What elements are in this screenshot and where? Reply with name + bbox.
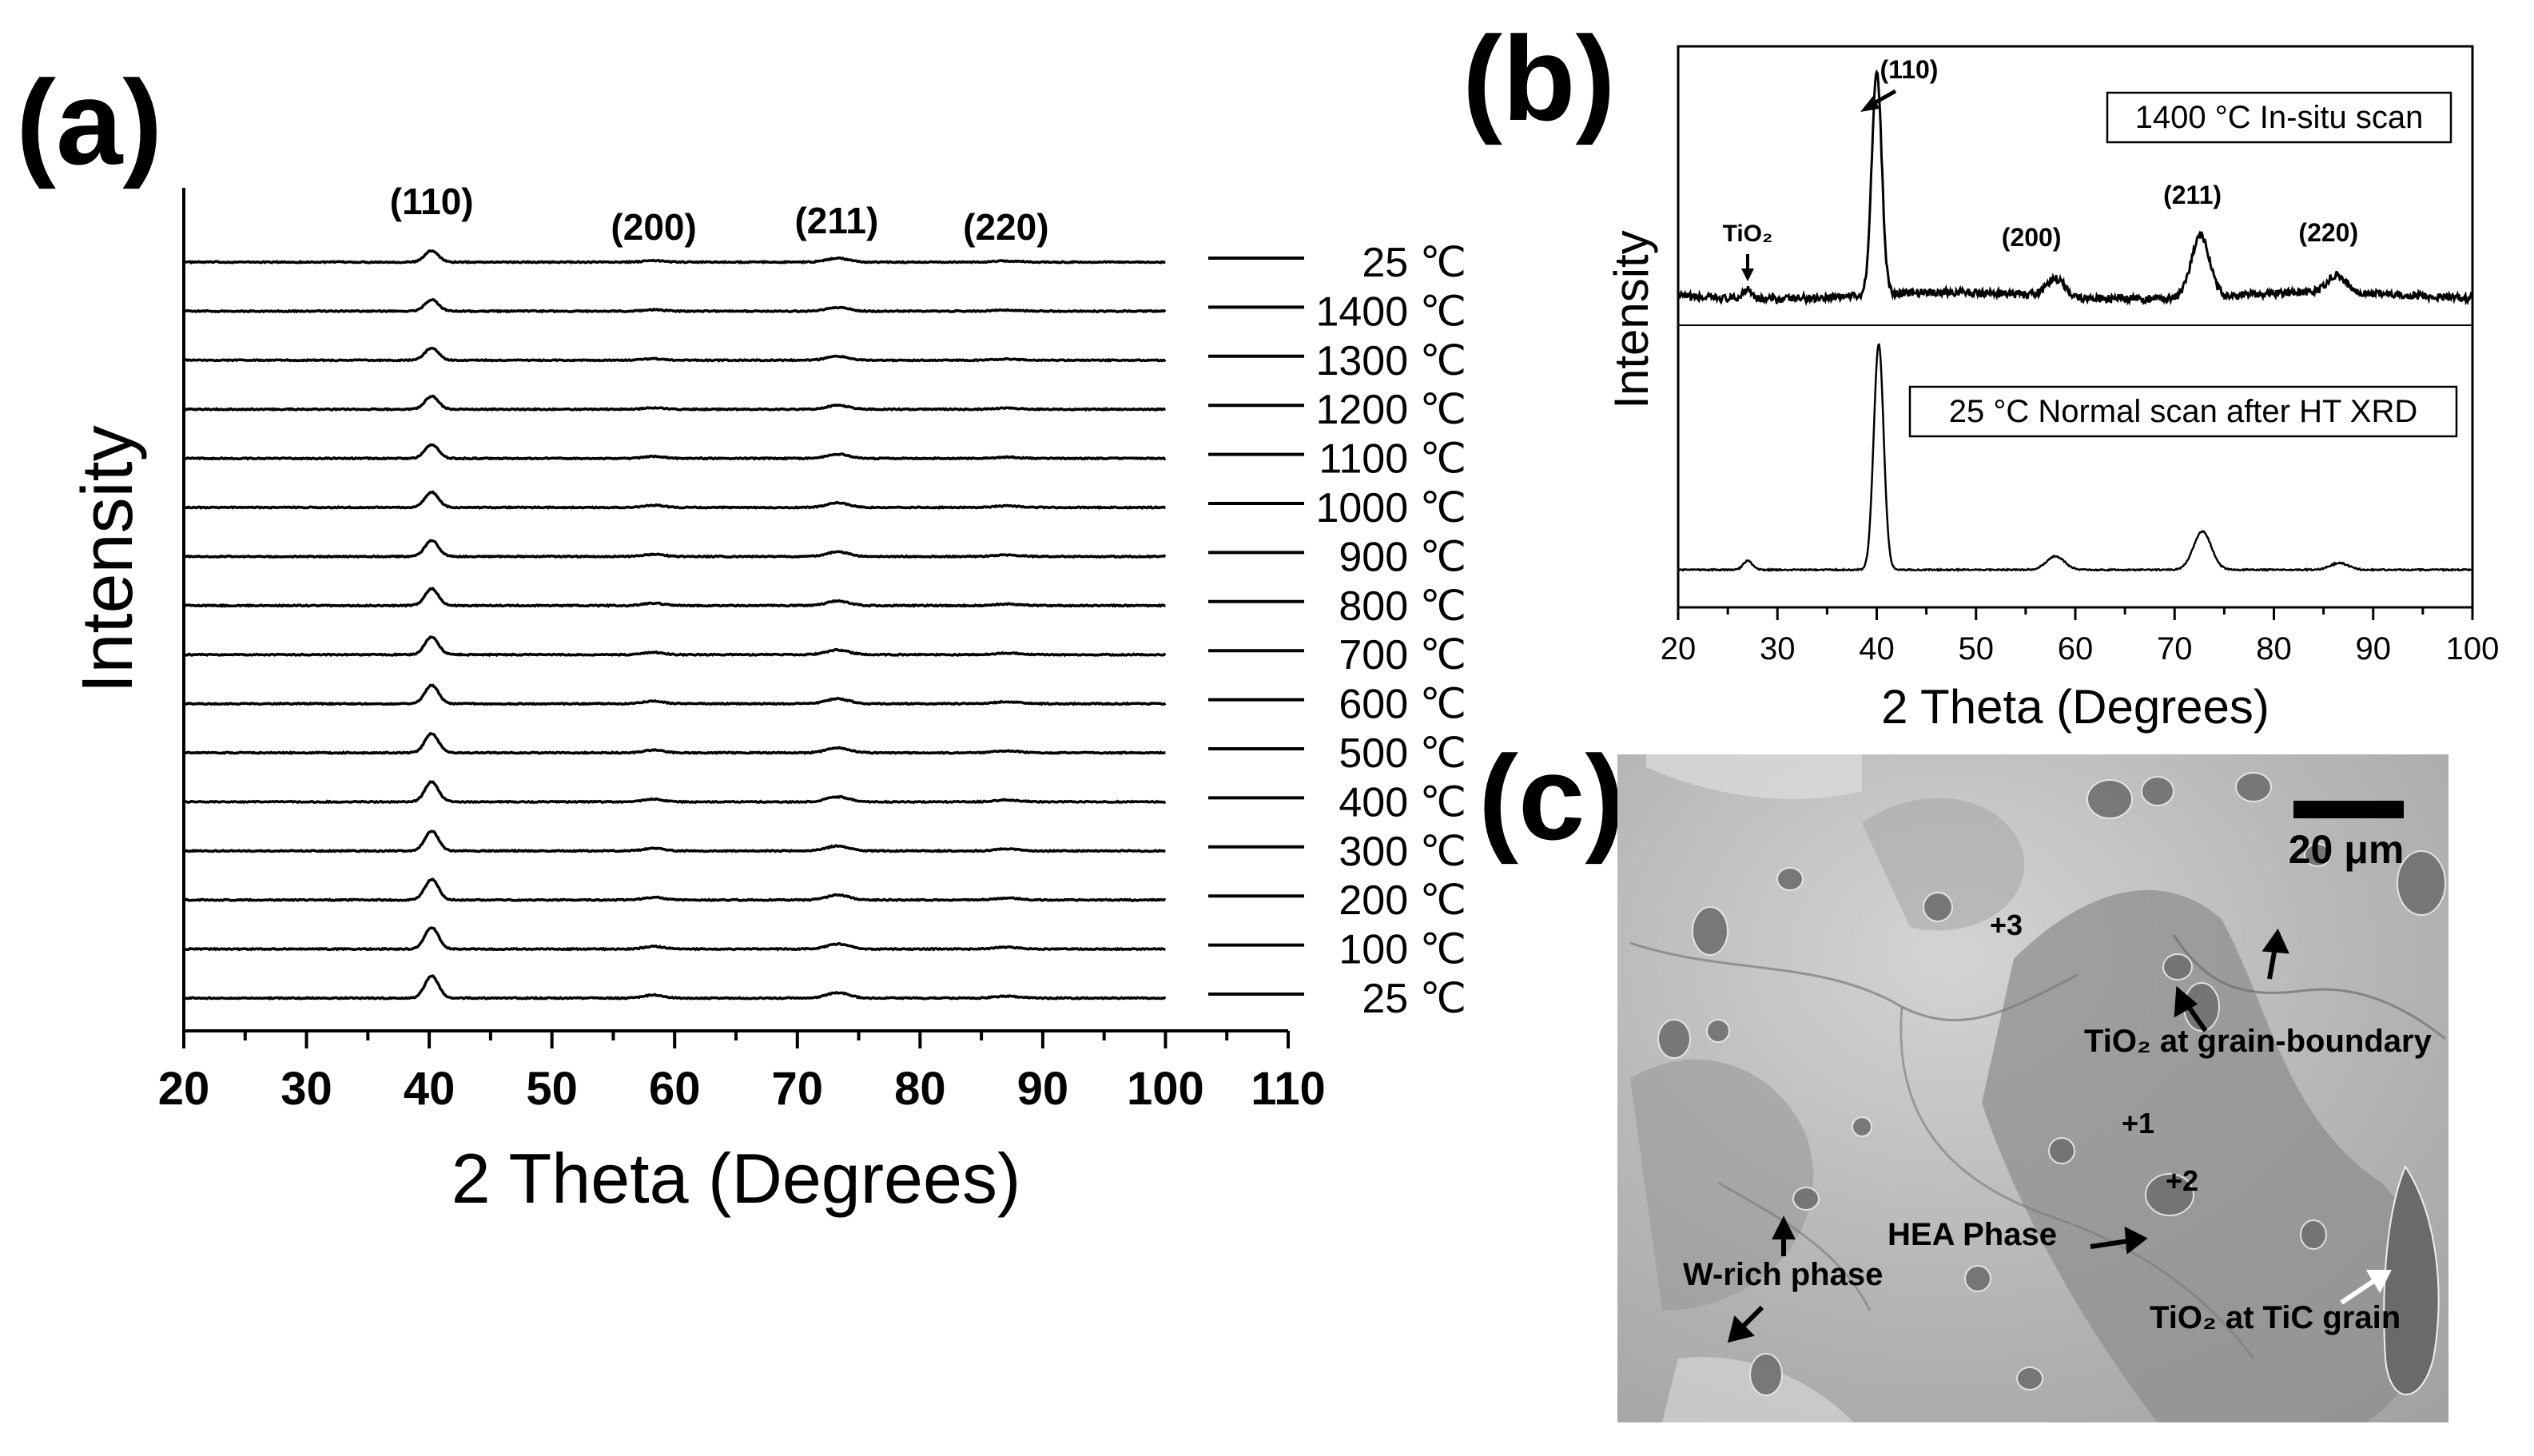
panel-b-annotations: 1400 °C In-situ scan 25 °C Normal scan af… [1723, 55, 2458, 438]
panel-c: (c) [1478, 730, 2448, 1422]
xrd-trace [183, 683, 1167, 706]
legend-label: 500 ℃ [1339, 730, 1466, 777]
legend-box [2106, 91, 2452, 144]
panel-b-xlabel: 2 Theta (Degrees) [1881, 680, 2269, 734]
x-tick-label: 70 [2157, 631, 2193, 666]
xrd-trace [183, 877, 1167, 903]
x-tick-label: 50 [526, 1063, 578, 1115]
legend-label: 300 ℃ [1339, 829, 1466, 875]
marker-2: +2 [2166, 1164, 2198, 1197]
x-tick-label: 90 [2356, 631, 2392, 666]
x-tick-label: 40 [1859, 631, 1895, 666]
xrd-trace [183, 829, 1166, 853]
xrd-trace [183, 539, 1167, 559]
annotation-arrows [1727, 928, 2289, 1343]
panel-b-x-ticks: 20 30 40 50 60 70 80 90 100 [1661, 607, 2500, 666]
legend-label: 700 ℃ [1339, 632, 1466, 678]
legend-label: 900 ℃ [1339, 534, 1466, 580]
panel-b: (b) Intensity 20 30 40 50 60 70 80 90 100 1400 °… [1462, 11, 2499, 734]
x-tick-label: 110 [1251, 1063, 1326, 1115]
legend-label: 25 ℃ [1362, 976, 1466, 1022]
xrd-trace [183, 443, 1167, 461]
annotation-hea-phase: HEA Phase [1888, 1217, 2057, 1252]
legend-label: 1300 ℃ [1315, 338, 1466, 384]
legend-box [1908, 385, 2458, 438]
legend-label: 25 °C Normal scan after HT XRD [1949, 394, 2418, 429]
x-tick-label: 80 [2256, 631, 2292, 666]
x-tick-label: 100 [1127, 1063, 1204, 1115]
xrd-trace [1677, 69, 2474, 307]
white-arrow [2340, 1270, 2392, 1305]
x-tick-label: 100 [2446, 631, 2500, 666]
panel-b-label-text: (b) [1462, 11, 1616, 145]
xrd-trace [183, 974, 1167, 1001]
panel-a-x-ticks: 20 30 40 50 60 70 80 90 100 110 [158, 1031, 1326, 1115]
peak-label: TiO₂ [1723, 221, 1773, 247]
scale-bar-label: 20 μm [2289, 827, 2405, 872]
panel-a-traces [182, 249, 1167, 1001]
x-tick-label: 80 [894, 1063, 946, 1115]
panel-c-label: (c) [1478, 730, 1625, 865]
peak-label: (211) [2163, 181, 2222, 209]
legend-label: 600 ℃ [1339, 682, 1466, 728]
x-tick-label: 50 [1959, 631, 1995, 666]
legend-label: 800 ℃ [1339, 583, 1466, 630]
xrd-trace [182, 780, 1167, 805]
peak-label: (200) [611, 206, 696, 248]
panel-a-peak-labels: (110) (200) (211) (220) [390, 181, 1049, 248]
panel-a-label: (a) [16, 55, 162, 189]
peak-label: (110) [1880, 55, 1939, 84]
annotation-w-rich-phase: W-rich phase [1683, 1257, 1883, 1292]
arrow-head [1860, 96, 1880, 112]
legend-label: 100 ℃ [1339, 927, 1466, 973]
legend-label: 1100 ℃ [1319, 436, 1466, 483]
legend-label: 25 ℃ [1362, 240, 1466, 286]
scale-bar [2293, 801, 2404, 818]
xrd-trace [182, 731, 1166, 755]
legend-label: 200 ℃ [1339, 877, 1466, 924]
xrd-trace [183, 587, 1166, 608]
marker-3: +3 [1990, 909, 2023, 941]
xrd-trace [183, 249, 1166, 265]
marker-1: +1 [2122, 1107, 2154, 1140]
legend-label: 1200 ℃ [1315, 387, 1466, 433]
legend-label: 1400 ℃ [1315, 288, 1466, 335]
xrd-trace [182, 394, 1166, 412]
x-tick-label: 70 [772, 1063, 824, 1115]
x-tick-label: 30 [1760, 631, 1796, 666]
xrd-trace [183, 635, 1167, 658]
x-tick-label: 90 [1017, 1063, 1069, 1115]
xrd-trace [183, 926, 1166, 952]
x-tick-label: 60 [649, 1063, 701, 1115]
x-tick-label: 30 [280, 1063, 332, 1115]
panel-a-xlabel: 2 Theta (Degrees) [452, 1139, 1021, 1218]
panel-a-ylabel: Intensity [68, 425, 148, 693]
peak-label: (110) [390, 181, 474, 222]
peak-label: (220) [2298, 218, 2358, 247]
xrd-trace [183, 297, 1167, 314]
panel-b-traces [1677, 69, 2474, 573]
peak-label: (211) [794, 200, 878, 241]
xrd-trace [183, 490, 1166, 510]
x-tick-label: 40 [404, 1063, 455, 1115]
x-tick-label: 60 [2058, 631, 2094, 666]
peak-label: (200) [2002, 223, 2062, 252]
xrd-trace [182, 347, 1167, 363]
xrd-trace [1677, 343, 2473, 573]
x-tick-label: 20 [158, 1063, 210, 1115]
panel-b-ylabel: Intensity [1605, 230, 1658, 408]
annotation-tio2-tic-grain: TiO₂ at TiC grain [2150, 1300, 2401, 1335]
peak-label: (220) [963, 206, 1048, 248]
annotation-tio2-grain-boundary: TiO₂ at grain-boundary [2084, 1024, 2433, 1059]
legend-label: 400 ℃ [1339, 779, 1466, 825]
x-tick-label: 20 [1661, 631, 1697, 666]
legend-label: 1400 °C In-situ scan [2135, 100, 2424, 135]
panel-a: (a) Intensity 20 30 40 50 60 70 80 90 100 110 25 … [16, 55, 1466, 1218]
arrow-head [1740, 269, 1754, 281]
legend-label: 1000 ℃ [1315, 485, 1466, 531]
